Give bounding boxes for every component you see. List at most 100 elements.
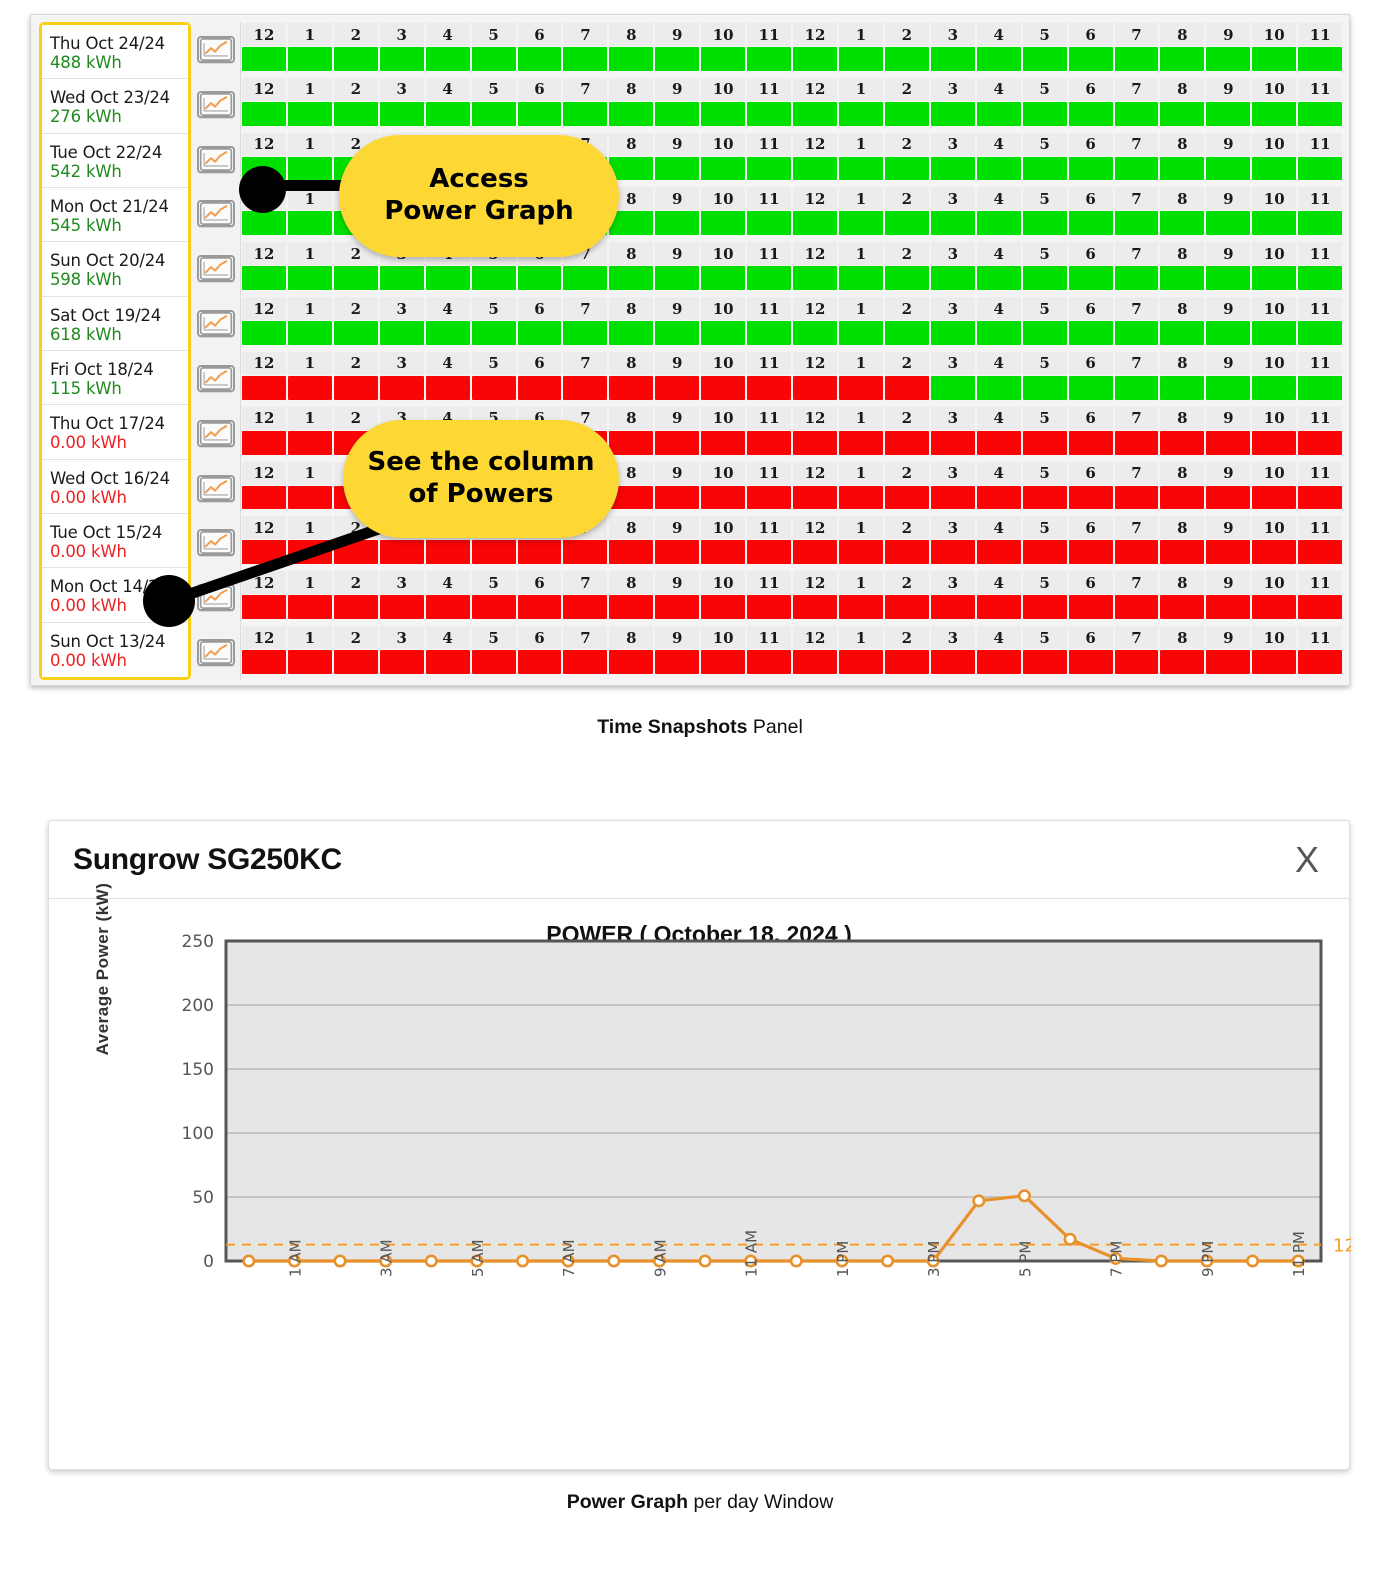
hour-status-on[interactable] [1160, 266, 1205, 291]
hour-status-off[interactable] [287, 375, 332, 400]
graph-icon-cell[interactable] [191, 241, 240, 296]
hour-status-off[interactable] [609, 650, 654, 674]
hour-status-off[interactable] [1160, 540, 1205, 565]
hour-status-on[interactable] [379, 321, 424, 345]
hour-status-off[interactable] [563, 540, 608, 565]
hour-status-off[interactable] [471, 595, 516, 620]
hour-status-on[interactable] [1114, 101, 1159, 126]
hour-status-on[interactable] [976, 266, 1021, 291]
hour-status-off[interactable] [1206, 650, 1251, 674]
hour-status-on[interactable] [1114, 47, 1159, 71]
hour-status-on[interactable] [517, 321, 562, 345]
graph-icon-cell[interactable] [191, 625, 240, 680]
hour-status-off[interactable] [242, 485, 286, 510]
hour-status-off[interactable] [976, 540, 1021, 565]
day-cell[interactable]: Wed Oct 16/24 0.00 kWh [42, 459, 188, 514]
hour-status-off[interactable] [517, 595, 562, 620]
hour-status-off[interactable] [333, 595, 378, 620]
hour-status-on[interactable] [976, 375, 1021, 400]
data-point[interactable] [972, 1194, 986, 1208]
hour-status-on[interactable] [379, 47, 424, 71]
graph-icon-cell[interactable] [191, 351, 240, 406]
hour-status-on[interactable] [1252, 211, 1297, 236]
hour-status-on[interactable] [838, 266, 883, 291]
hour-status-off[interactable] [976, 595, 1021, 620]
hour-status-on[interactable] [1298, 211, 1343, 236]
hour-status-on[interactable] [471, 101, 516, 126]
hour-status-on[interactable] [1252, 101, 1297, 126]
hour-status-off[interactable] [287, 595, 332, 620]
hour-status-on[interactable] [1022, 375, 1067, 400]
hour-status-off[interactable] [930, 485, 975, 510]
hour-status-off[interactable] [1160, 430, 1205, 455]
hour-status-off[interactable] [838, 595, 883, 620]
hour-status-on[interactable] [1160, 375, 1205, 400]
hour-status-off[interactable] [930, 650, 975, 674]
hour-status-on[interactable] [379, 266, 424, 291]
hour-status-on[interactable] [563, 101, 608, 126]
hour-status-on[interactable] [747, 47, 792, 71]
hour-status-off[interactable] [1298, 595, 1343, 620]
hour-status-on[interactable] [517, 47, 562, 71]
hour-status-on[interactable] [425, 47, 470, 71]
hour-status-on[interactable] [1160, 156, 1205, 181]
hour-status-on[interactable] [1252, 156, 1297, 181]
hour-status-on[interactable] [425, 266, 470, 291]
hour-status-off[interactable] [563, 650, 608, 674]
hour-status-off[interactable] [333, 650, 378, 674]
data-point[interactable] [1063, 1232, 1077, 1246]
data-point[interactable] [561, 1254, 575, 1268]
hour-status-on[interactable] [930, 321, 975, 345]
hour-status-off[interactable] [471, 375, 516, 400]
hour-status-on[interactable] [747, 211, 792, 236]
hour-status-off[interactable] [563, 375, 608, 400]
hour-status-on[interactable] [976, 321, 1021, 345]
hour-status-on[interactable] [655, 211, 700, 236]
close-icon[interactable]: X [1294, 838, 1319, 880]
hour-status-off[interactable] [1114, 430, 1159, 455]
hour-status-on[interactable] [976, 101, 1021, 126]
hour-status-on[interactable] [471, 266, 516, 291]
graph-icon-cell[interactable] [191, 77, 240, 132]
hour-status-off[interactable] [1298, 540, 1343, 565]
day-cell[interactable]: Tue Oct 22/24 542 kWh [42, 133, 188, 188]
hour-status-off[interactable] [1206, 540, 1251, 565]
hour-status-on[interactable] [884, 211, 929, 236]
hour-status-on[interactable] [609, 321, 654, 345]
hour-status-on[interactable] [1068, 156, 1113, 181]
hour-status-off[interactable] [287, 650, 332, 674]
data-point[interactable] [242, 1254, 256, 1268]
power-graph-icon[interactable] [196, 529, 235, 557]
data-point[interactable] [698, 1254, 712, 1268]
hour-status-off[interactable] [1114, 650, 1159, 674]
hour-status-off[interactable] [838, 430, 883, 455]
hour-status-on[interactable] [1022, 156, 1067, 181]
hour-status-on[interactable] [976, 211, 1021, 236]
hour-status-on[interactable] [471, 47, 516, 71]
power-graph-icon[interactable] [196, 35, 235, 63]
hour-status-off[interactable] [379, 650, 424, 674]
hour-status-off[interactable] [609, 595, 654, 620]
hour-status-off[interactable] [1298, 650, 1343, 674]
hour-status-off[interactable] [471, 650, 516, 674]
hour-status-on[interactable] [242, 101, 286, 126]
hour-status-on[interactable] [333, 101, 378, 126]
day-cell[interactable]: Sun Oct 13/24 0.00 kWh [42, 622, 188, 677]
hour-status-on[interactable] [287, 266, 332, 291]
hour-status-off[interactable] [471, 540, 516, 565]
hour-status-on[interactable] [793, 101, 837, 126]
power-graph-icon[interactable] [196, 200, 235, 228]
graph-icon-cell[interactable] [191, 296, 240, 351]
hour-status-off[interactable] [884, 485, 929, 510]
hour-status-off[interactable] [655, 375, 700, 400]
hour-status-off[interactable] [976, 650, 1021, 674]
hour-status-on[interactable] [747, 321, 792, 345]
hour-status-on[interactable] [1114, 266, 1159, 291]
hour-status-on[interactable] [1160, 321, 1205, 345]
hour-status-on[interactable] [609, 47, 654, 71]
data-point[interactable] [1246, 1254, 1260, 1268]
day-cell[interactable]: Thu Oct 24/24 488 kWh [42, 25, 188, 80]
hour-status-off[interactable] [242, 430, 286, 455]
hour-status-off[interactable] [1114, 540, 1159, 565]
day-cell[interactable]: Tue Oct 15/24 0.00 kWh [42, 513, 188, 569]
